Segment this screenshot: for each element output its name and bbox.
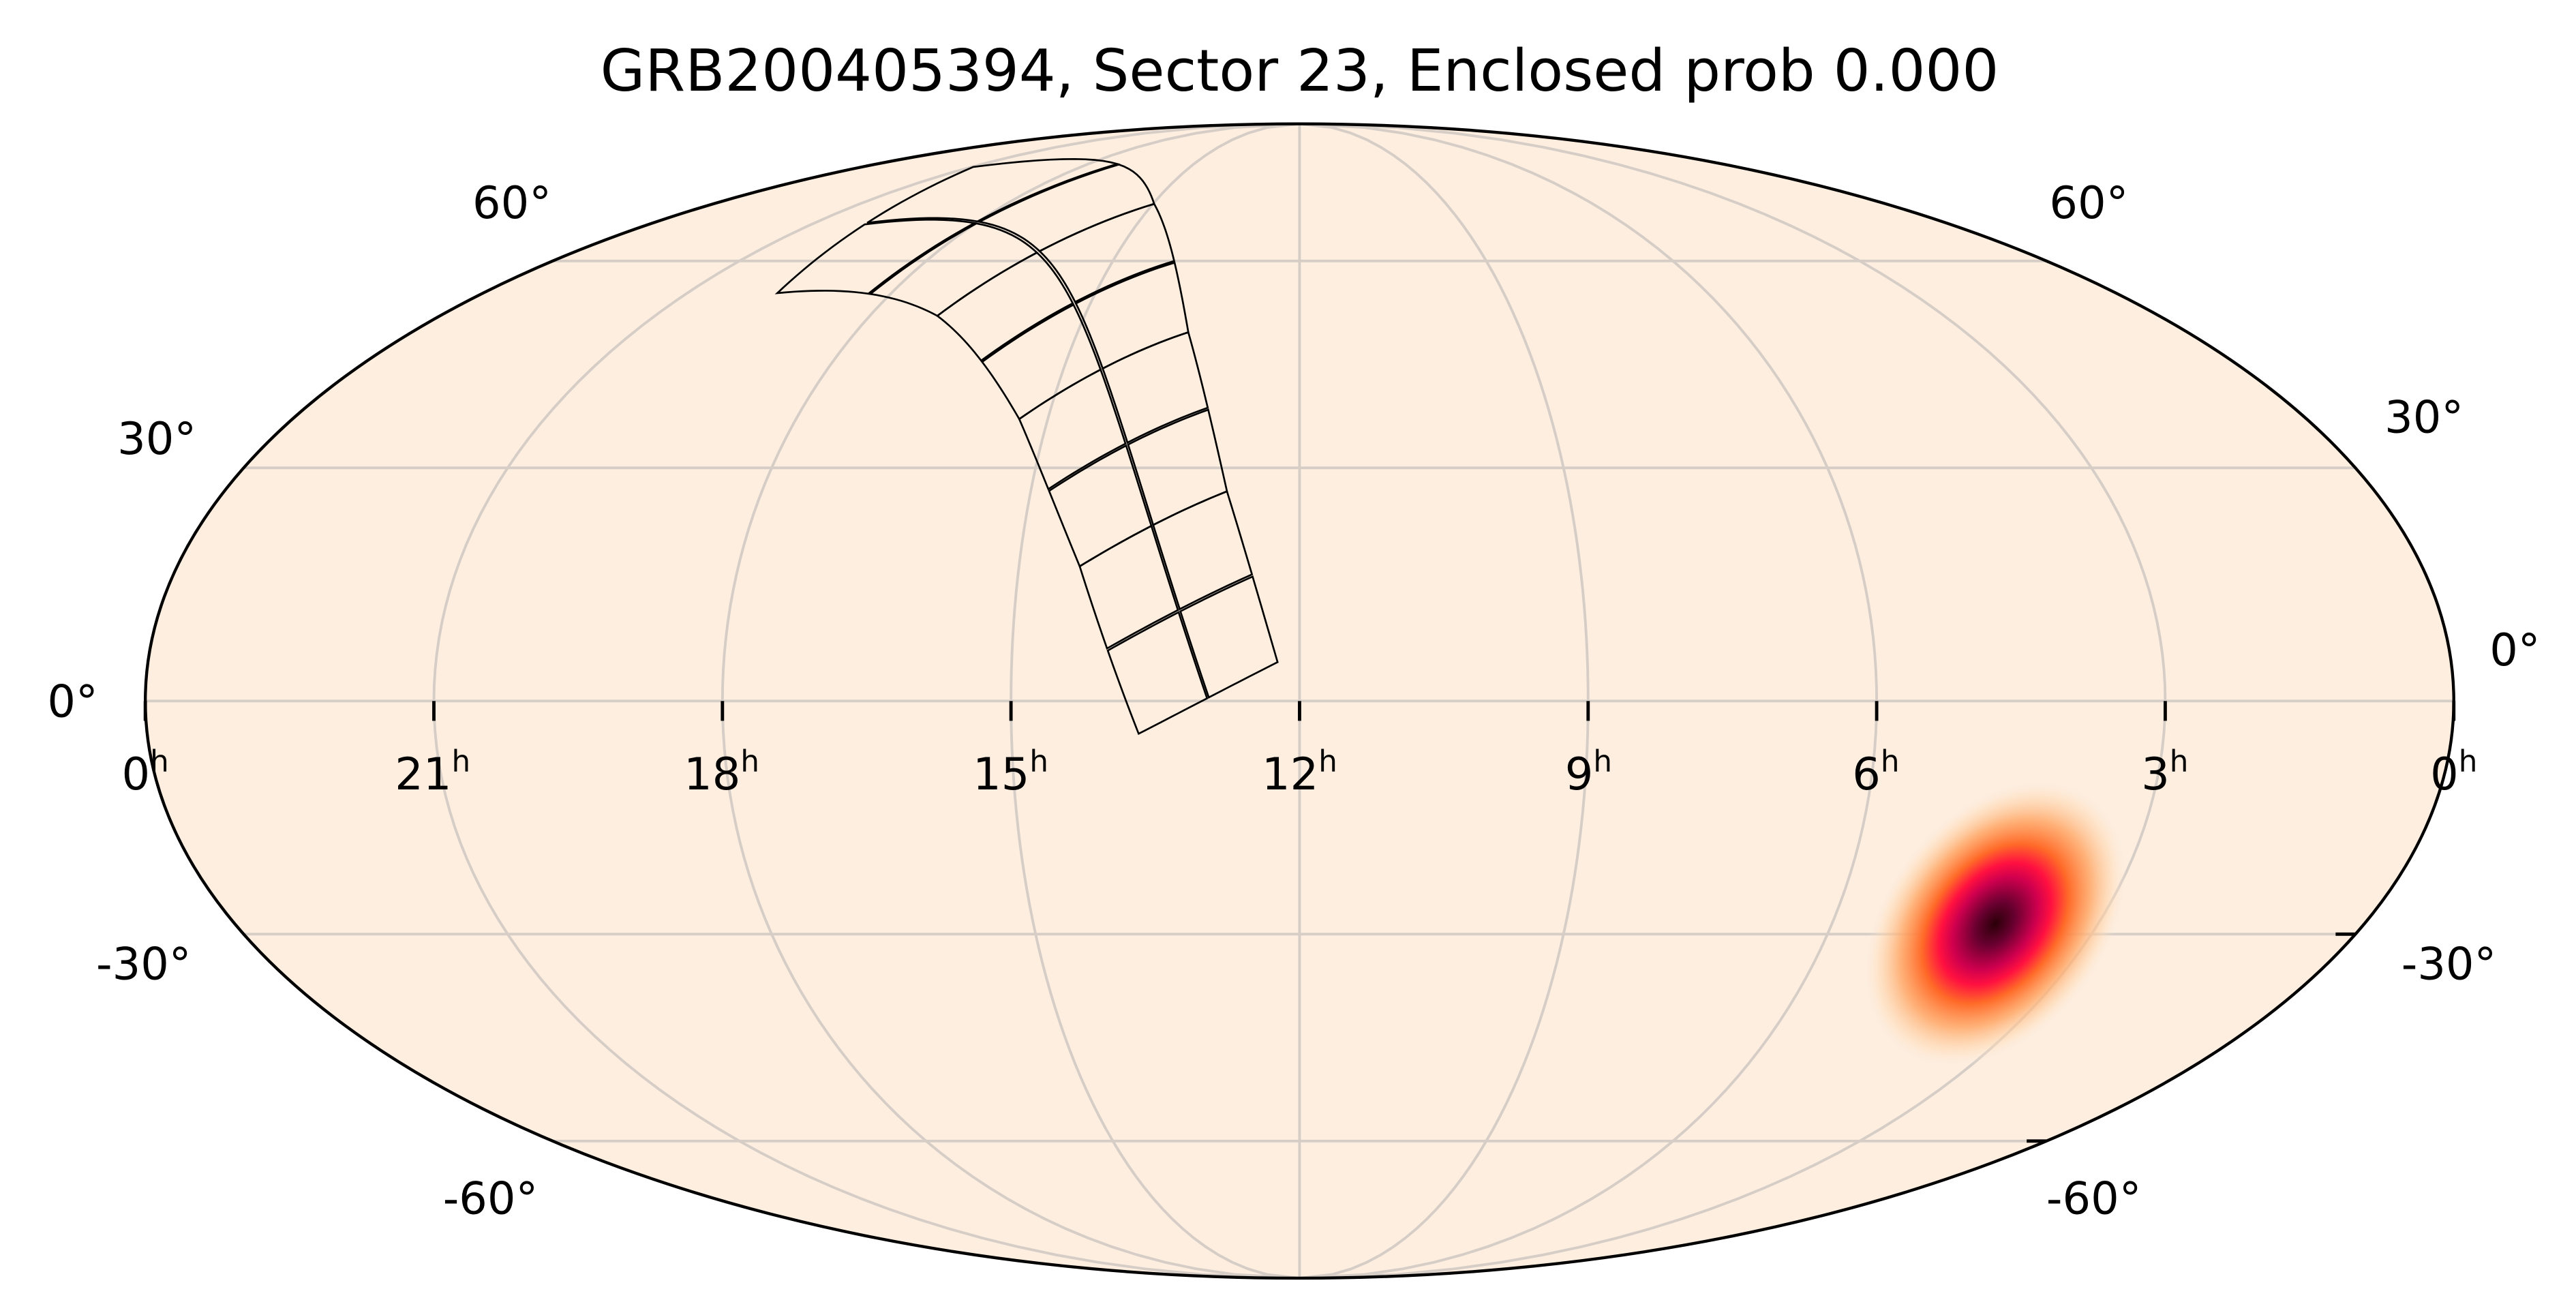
dec-label-left-m60: -60° [443,1173,539,1224]
dec-label-right-30: 30° [2384,392,2464,444]
ccd-outline [868,222,1039,317]
ra-label-0-left: 0h [122,744,169,800]
ra-label-3: 3h [2141,744,2188,800]
ra-unit: h [1593,744,1612,779]
ra-value: 0 [2430,749,2459,800]
ra-value: 6 [1852,749,1881,800]
ra-value: 15 [973,749,1029,800]
ra-label-12: 12h [1262,744,1337,800]
ra-value: 9 [1565,749,1594,800]
ra-unit: h [2170,744,2189,779]
ra-unit: h [1881,744,1900,779]
ccd-outline [1127,408,1228,527]
ra-label-18: 18h [684,744,759,800]
dec-label-right-m60: -60° [2046,1173,2142,1224]
ccd-outline [980,303,1102,421]
localization-heatmap [1862,779,2128,1069]
ra-unit: h [1029,744,1048,779]
ccd-outline [977,163,1155,253]
tess-footprint [774,157,1279,736]
dec-label-left-0: 0° [47,676,97,727]
ra-label-21: 21h [395,744,470,800]
ra-unit: h [740,744,759,779]
localization-blob [1862,779,2128,1069]
dec-label-right-m30: -30° [2401,939,2497,991]
ra-label-6: 6h [1852,744,1899,800]
ra-label-9: 9h [1565,744,1612,800]
ccd-outline [1048,444,1153,568]
dec-label-left-m30: -30° [96,939,192,991]
dec-label-left-60: 60° [472,177,551,229]
ra-value: 21 [395,749,451,800]
ccd-outline [1106,611,1209,736]
ccd-outline [866,157,1121,224]
axis-ticks [143,701,2456,1143]
ra-label-0-right: 0h [2430,744,2477,800]
ccd-outline [774,218,978,295]
ra-unit: h [150,744,169,779]
ra-unit: h [1318,744,1337,779]
ra-value: 12 [1262,749,1318,800]
ra-value: 3 [2141,749,2170,800]
ra-value: 18 [684,749,740,800]
ra-unit: h [451,744,470,779]
dec-label-right-0: 0° [2489,624,2540,676]
ra-unit: h [2459,744,2478,779]
ra-label-15: 15h [973,744,1048,800]
ccd-outline [1074,261,1189,370]
ra-value: 0 [122,749,151,800]
dec-label-left-30: 30° [117,413,196,465]
dec-label-right-60: 60° [2049,177,2128,229]
chart-title: GRB200405394, Sector 23, Enclosed prob 0… [601,37,1999,104]
ccd-outline [1179,575,1279,699]
ra-tick-labels: 0h 21h 18h 15h 12h 9h 6h 3h 0h [122,744,2478,800]
